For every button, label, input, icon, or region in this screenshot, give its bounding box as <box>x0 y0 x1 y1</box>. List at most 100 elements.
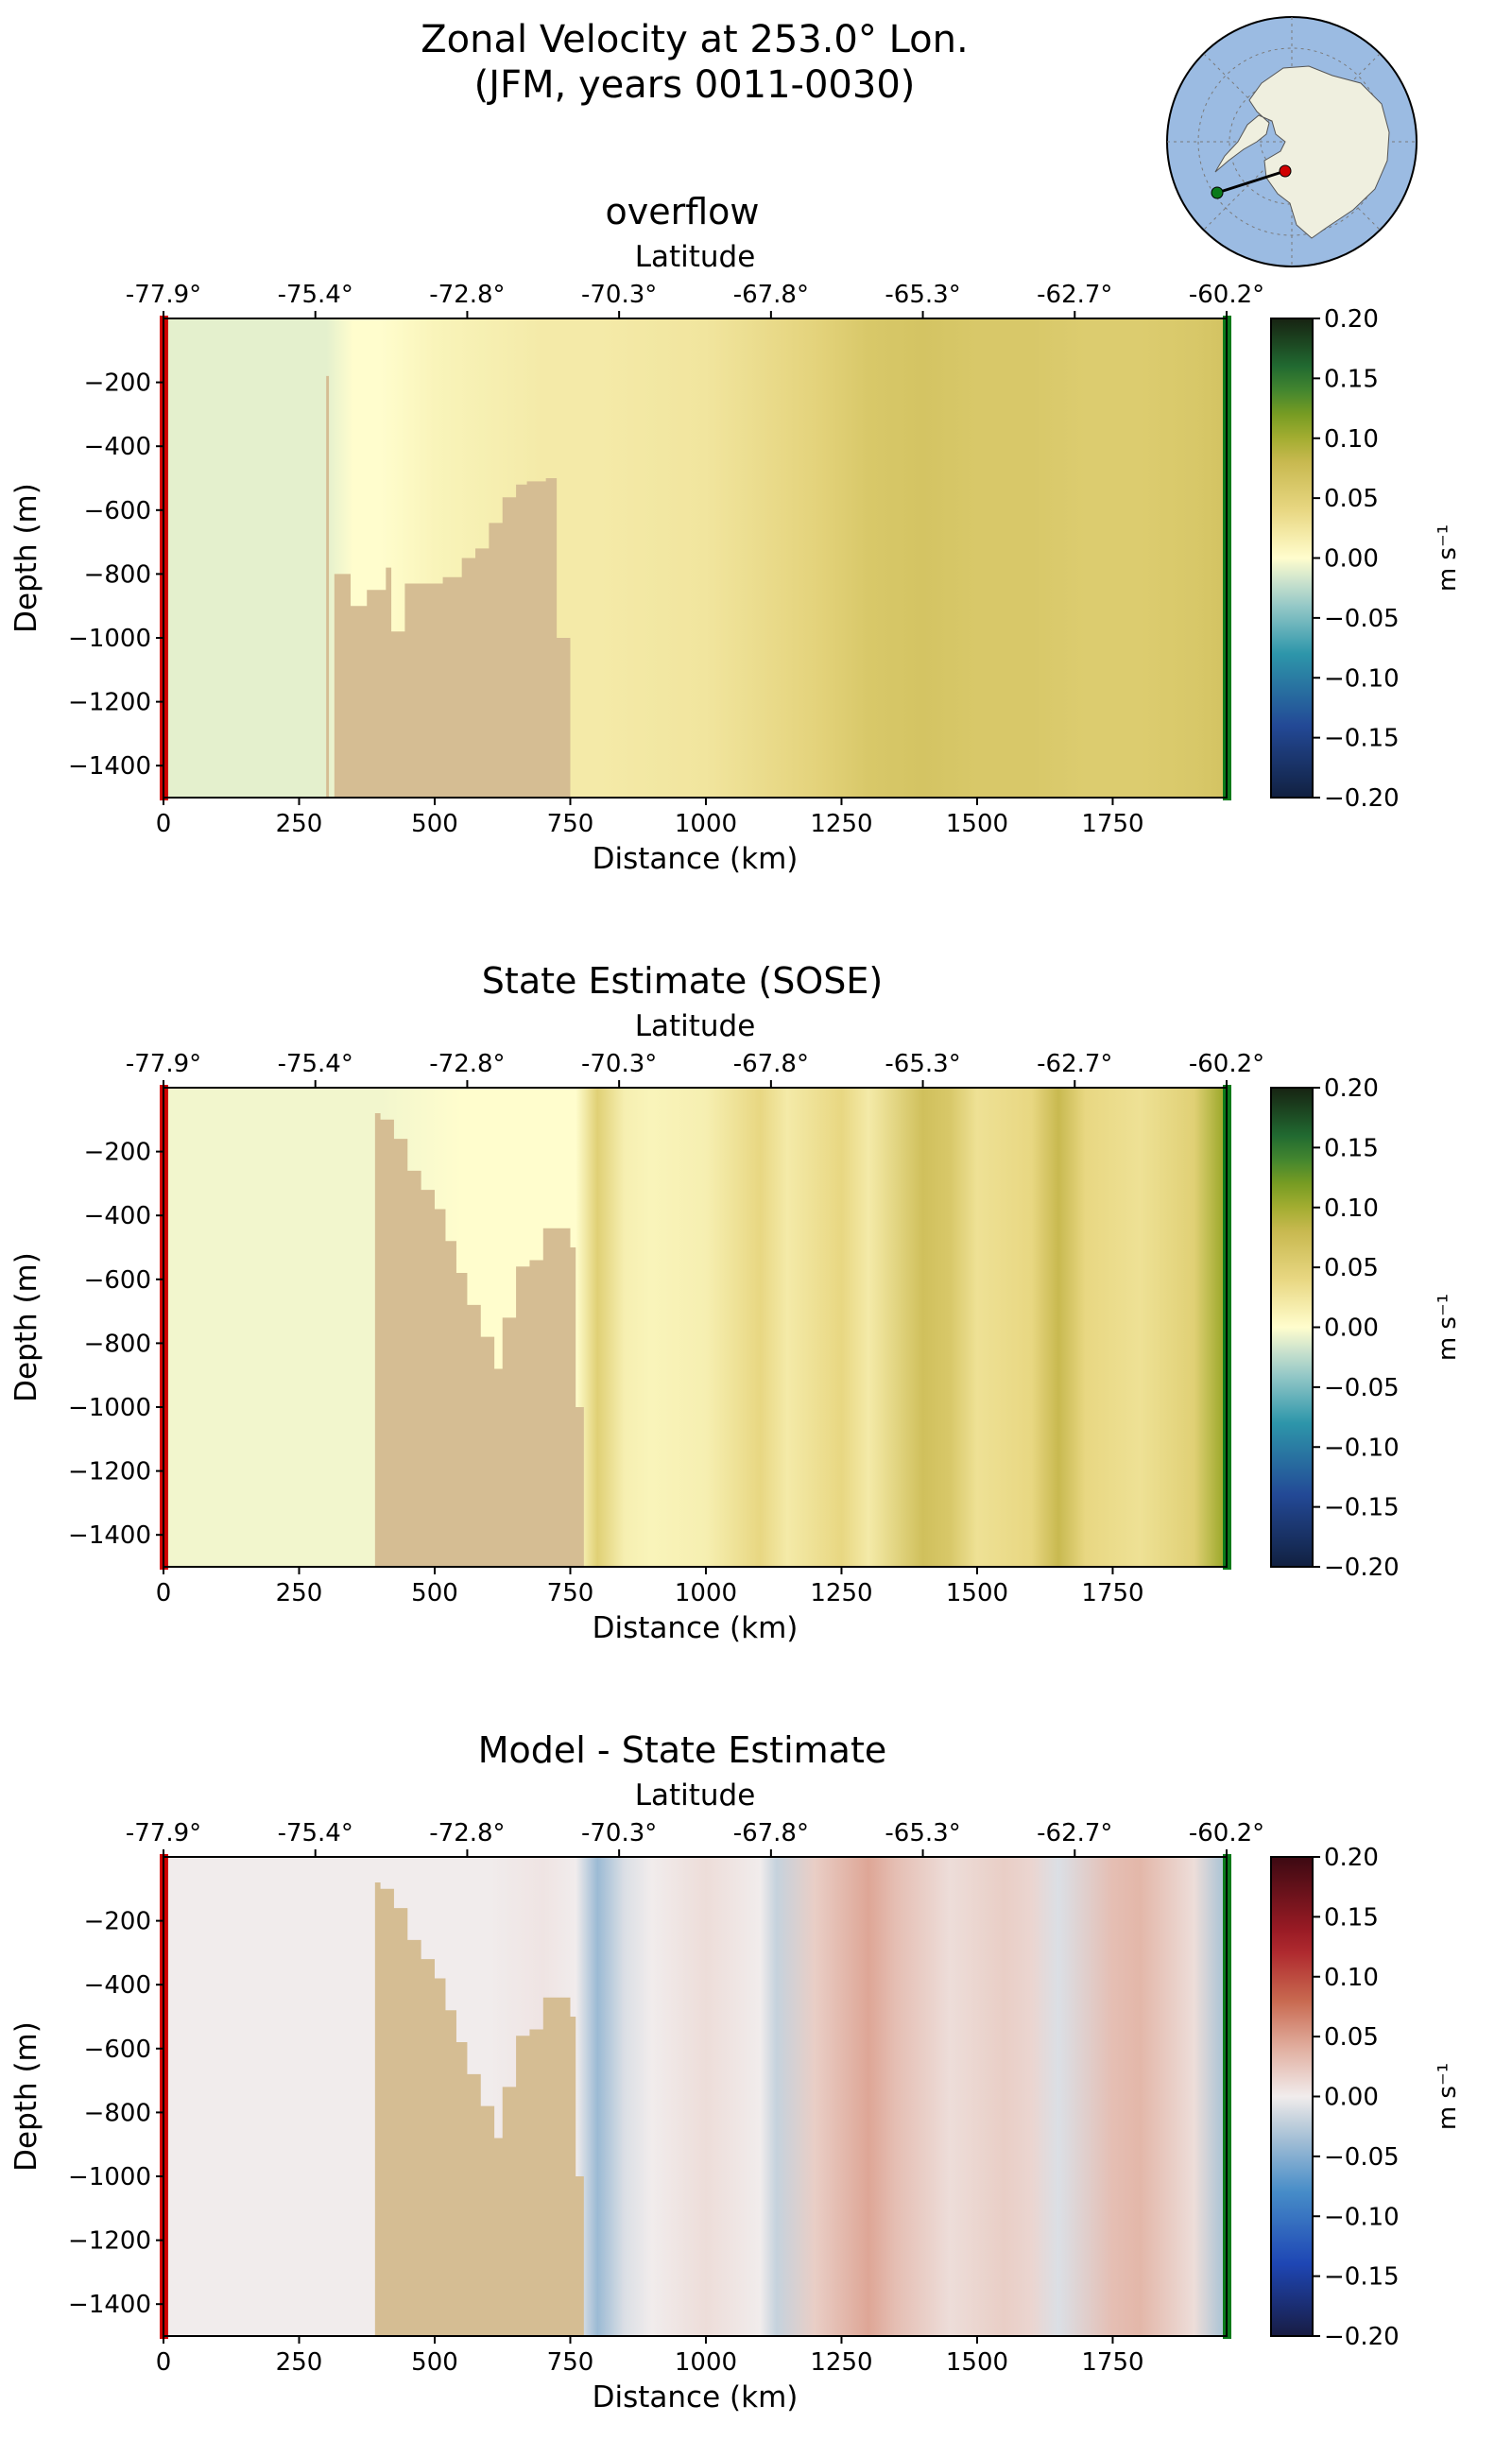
y-tick-label: −1200 <box>68 689 151 717</box>
panel-title: State Estimate (SOSE) <box>482 960 883 1002</box>
top-tick-label: -67.8° <box>733 1050 809 1078</box>
x-tick-label: 500 <box>411 810 458 838</box>
x-tick-label: 1000 <box>675 2348 737 2377</box>
x-tick-label: 0 <box>156 2348 172 2377</box>
x-tick-label: 1750 <box>1081 2348 1143 2377</box>
top-tick-label: -65.3° <box>885 281 960 309</box>
colorbar-tick-label: −0.05 <box>1324 2143 1400 2172</box>
top-tick-label: -72.8° <box>429 281 505 309</box>
colorbar-tick-label: 0.20 <box>1324 1074 1379 1103</box>
y-tick-label: −200 <box>84 1139 151 1167</box>
x-tick-label: 250 <box>276 810 323 838</box>
top-tick-label: -77.9° <box>126 281 201 309</box>
top-tick-label: -60.2° <box>1189 1050 1264 1078</box>
x-tick-label: 250 <box>276 2348 323 2377</box>
x-tick-label: 1000 <box>675 810 737 838</box>
velocity-field <box>163 1088 1227 1567</box>
top-axis-label: Latitude <box>635 1778 756 1813</box>
colorbar <box>1270 318 1314 799</box>
colorbar-tick-label: 0.05 <box>1324 485 1379 513</box>
x-tick-label: 1750 <box>1081 1579 1143 1607</box>
colorbar <box>1270 1856 1314 2337</box>
x-tick-label: 1250 <box>810 1579 872 1607</box>
y-axis-label: Depth (m) <box>9 483 43 633</box>
colorbar-tick-label: −0.20 <box>1324 784 1400 813</box>
top-tick-label: -62.7° <box>1037 1050 1112 1078</box>
y-tick-label: −1400 <box>68 752 151 781</box>
x-tick-label: 500 <box>411 1579 458 1607</box>
y-tick-label: −600 <box>84 2036 151 2064</box>
y-tick-label: −800 <box>84 1330 151 1358</box>
plot-frame <box>163 1087 1228 1568</box>
y-tick-label: −1000 <box>68 1394 151 1422</box>
x-tick-label: 1500 <box>946 810 1008 838</box>
colorbar-tick-label: 0.20 <box>1324 305 1379 334</box>
y-axis-label: Depth (m) <box>9 1252 43 1402</box>
top-tick-label: -62.7° <box>1037 281 1112 309</box>
colorbar-label: m s⁻¹ <box>1434 524 1462 592</box>
y-tick-label: −1400 <box>68 2291 151 2319</box>
x-tick-label: 1500 <box>946 1579 1008 1607</box>
colorbar-tick-label: 0.05 <box>1324 1254 1379 1282</box>
y-axis-label: Depth (m) <box>9 2021 43 2172</box>
colorbar-tick-label: 0.15 <box>1324 365 1379 393</box>
y-tick-label: −1000 <box>68 2163 151 2191</box>
colorbar-tick-label: −0.10 <box>1324 664 1400 693</box>
y-tick-label: −1200 <box>68 2227 151 2256</box>
top-tick-label: -65.3° <box>885 1819 960 1847</box>
top-tick-label: -75.4° <box>278 281 353 309</box>
colorbar-label: m s⁻¹ <box>1434 2063 1462 2130</box>
seafloor-land <box>163 1882 584 2336</box>
top-axis-label: Latitude <box>635 240 756 274</box>
colorbar-tick-label: 0.05 <box>1324 2023 1379 2052</box>
top-tick-label: -70.3° <box>581 1819 657 1847</box>
figure-title-line1: Zonal Velocity at 253.0° Lon. <box>421 18 969 61</box>
top-tick-label: -77.9° <box>126 1050 201 1078</box>
colorbar-tick-label: 0.00 <box>1324 1314 1379 1343</box>
top-tick-label: -77.9° <box>126 1819 201 1847</box>
section-line <box>1216 169 1286 195</box>
x-tick-label: 0 <box>156 1579 172 1607</box>
top-tick-label: -65.3° <box>885 1050 960 1078</box>
colorbar-tick-label: −0.05 <box>1324 605 1400 633</box>
y-tick-label: −200 <box>84 1908 151 1936</box>
x-tick-label: 1750 <box>1081 810 1143 838</box>
y-tick-label: −1200 <box>68 1458 151 1486</box>
panel-title: overflow <box>605 191 759 232</box>
top-tick-label: -75.4° <box>278 1819 353 1847</box>
y-tick-label: −1000 <box>68 625 151 653</box>
section-start-marker <box>1211 186 1224 199</box>
seafloor-land <box>163 1113 584 1567</box>
y-tick-label: −400 <box>84 433 151 461</box>
colorbar-tick-label: −0.20 <box>1324 1554 1400 1582</box>
y-tick-label: −600 <box>84 497 151 525</box>
colorbar-tick-label: 0.10 <box>1324 425 1379 454</box>
colorbar-tick-label: 0.00 <box>1324 2084 1379 2112</box>
y-tick-label: −400 <box>84 1971 151 2000</box>
panel-2: State Estimate (SOSE) 0 250 500 750 1000 1250 1… <box>9 960 1462 1645</box>
x-axis-label: Distance (km) <box>593 1611 799 1645</box>
colorbar-tick-label: −0.15 <box>1324 725 1400 753</box>
top-tick-label: -67.8° <box>733 1819 809 1847</box>
colorbar <box>1270 1087 1314 1568</box>
inset-map <box>1166 16 1418 267</box>
velocity-field <box>163 318 1227 798</box>
colorbar-tick-label: 0.20 <box>1324 1844 1379 1872</box>
plot-frame <box>163 318 1228 799</box>
x-axis-label: Distance (km) <box>593 842 799 876</box>
y-tick-label: −800 <box>84 2099 151 2127</box>
top-tick-label: -67.8° <box>733 281 809 309</box>
y-tick-label: −800 <box>84 560 151 589</box>
x-tick-label: 1250 <box>810 810 872 838</box>
plot-frame <box>163 1856 1228 2337</box>
figure-title-line2: (JFM, years 0011-0030) <box>473 63 916 107</box>
top-tick-label: -75.4° <box>278 1050 353 1078</box>
y-tick-label: −200 <box>84 369 151 398</box>
x-tick-label: 250 <box>276 1579 323 1607</box>
top-tick-label: -60.2° <box>1189 281 1264 309</box>
colorbar-tick-label: −0.10 <box>1324 2203 1400 2231</box>
x-tick-label: 750 <box>547 1579 594 1607</box>
colorbar-tick-label: −0.15 <box>1324 2263 1400 2292</box>
colorbar-tick-label: −0.05 <box>1324 1374 1400 1402</box>
